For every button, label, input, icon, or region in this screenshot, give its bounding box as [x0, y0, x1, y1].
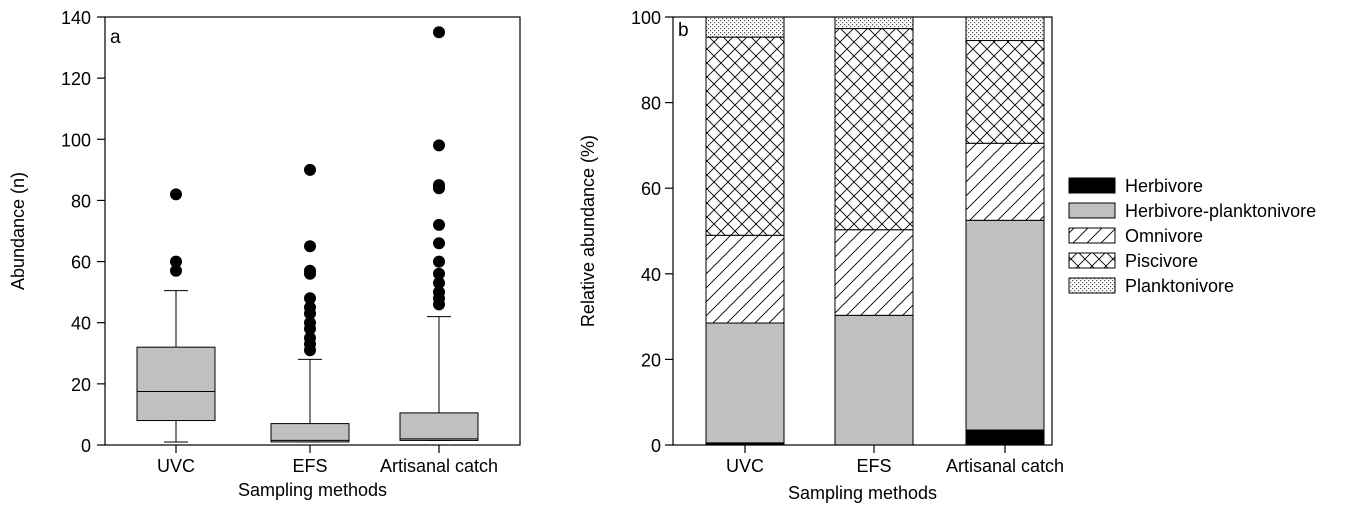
stacked-bar-panel: 0 20 40 60 80 100 UVC EFS Artisanal catch b Sam… — [578, 8, 1316, 503]
x-tick-label: UVC — [157, 456, 195, 476]
panel-label: a — [110, 27, 121, 48]
y-tick-label: 60 — [641, 179, 661, 199]
x-tick-label: EFS — [292, 456, 327, 476]
x-tick-label: EFS — [856, 456, 891, 476]
x-tick-label: Artisanal catch — [946, 456, 1064, 476]
legend-item-planktonivore: Planktonivore — [1068, 276, 1234, 296]
bar-segment-omnivore — [705, 234, 785, 324]
outlier-point — [433, 237, 445, 250]
y-tick-label: 120 — [61, 69, 91, 89]
outlier-point — [304, 292, 316, 305]
y-tick-label: 40 — [71, 314, 91, 334]
bar-segment-herbivore-planktonivore — [965, 219, 1045, 431]
legend-swatch — [1068, 202, 1116, 219]
outlier-point — [170, 188, 182, 201]
bar-segment-piscivore — [834, 28, 914, 231]
outlier-point — [433, 179, 445, 192]
outlier-point — [304, 163, 316, 176]
y-axis-title: Abundance (n) — [8, 172, 28, 290]
box-efs: EFS — [270, 163, 350, 476]
box-artisanal-catch: Artisanal catch — [380, 26, 498, 476]
box-uvc: UVC — [136, 188, 216, 476]
iqr-box — [399, 412, 479, 441]
outlier-point — [304, 301, 316, 314]
y-tick-label: 0 — [81, 436, 91, 456]
iqr-box — [270, 423, 350, 443]
bar-segment-planktonivore — [834, 16, 914, 30]
outlier-point — [170, 264, 182, 277]
bar-segment-herbivore-planktonivore — [834, 314, 914, 446]
outlier-point — [170, 255, 182, 268]
y-axis-title: Relative abundance (%) — [578, 135, 598, 327]
outlier-point — [433, 276, 445, 289]
y-tick-label: 100 — [631, 8, 661, 28]
y-tick-label: 60 — [71, 253, 91, 273]
outlier-point — [433, 139, 445, 152]
x-tick-label: UVC — [726, 456, 764, 476]
outlier-point — [433, 286, 445, 299]
bar-uvc: UVC — [705, 16, 785, 476]
y-tick-label: 40 — [641, 265, 661, 285]
bar-segment-planktonivore — [705, 16, 785, 38]
plot-frame — [672, 16, 1053, 446]
x-axis-title: Sampling methods — [788, 483, 937, 503]
y-tick-label: 0 — [651, 436, 661, 456]
bar-segment-planktonivore — [965, 16, 1045, 42]
bar-segment-herbivore — [965, 429, 1045, 446]
bar-segment-omnivore — [834, 229, 914, 316]
bar-segment-herbivore-planktonivore — [705, 322, 785, 444]
y-tick-label: 100 — [61, 130, 91, 150]
y-tick-label: 140 — [61, 8, 91, 28]
legend-item-herbivore-planktonivore: Herbivore-planktonivore — [1068, 201, 1316, 221]
y-tick-label: 20 — [641, 350, 661, 370]
bar-efs: EFS — [834, 16, 914, 476]
bar-artisanal-catch: Artisanal catch — [946, 16, 1064, 476]
legend-item-omnivore: Omnivore — [1068, 226, 1203, 246]
outlier-point — [433, 26, 445, 39]
panel-label: b — [678, 20, 689, 41]
legend: Herbivore Herbivore-planktonivore Omnivore… — [1068, 176, 1316, 296]
x-tick-label: Artisanal catch — [380, 456, 498, 476]
y-tick-label: 80 — [641, 94, 661, 114]
outlier-point — [433, 255, 445, 268]
outlier-point — [304, 316, 316, 329]
x-axis-title: Sampling methods — [238, 480, 387, 500]
bar-segment-piscivore — [705, 36, 785, 236]
legend-label: Herbivore — [1125, 176, 1203, 196]
legend-swatch — [1068, 252, 1116, 269]
bar-segment-piscivore — [965, 40, 1045, 144]
legend-label: Omnivore — [1125, 226, 1203, 246]
outlier-point — [433, 218, 445, 231]
legend-item-piscivore: Piscivore — [1068, 251, 1198, 271]
plot-frame — [104, 16, 521, 446]
bar-segment-omnivore — [965, 142, 1045, 221]
iqr-box — [136, 346, 216, 422]
legend-swatch — [1068, 177, 1116, 194]
legend-swatch — [1068, 277, 1116, 294]
box-plot-panel: 0 20 40 60 80 100 120 140 UVC EFS Artisanal catch… — [8, 8, 521, 500]
outlier-point — [304, 332, 316, 344]
legend-label: Herbivore-planktonivore — [1125, 201, 1316, 221]
y-tick-label: 80 — [71, 191, 91, 211]
y-tick-label: 20 — [71, 375, 91, 395]
legend-label: Planktonivore — [1125, 276, 1234, 296]
legend-swatch — [1068, 227, 1116, 244]
outlier-point — [304, 240, 316, 253]
outlier-point — [304, 264, 316, 277]
outlier-point — [433, 267, 445, 280]
legend-label: Piscivore — [1125, 251, 1198, 271]
legend-item-herbivore: Herbivore — [1068, 176, 1203, 196]
